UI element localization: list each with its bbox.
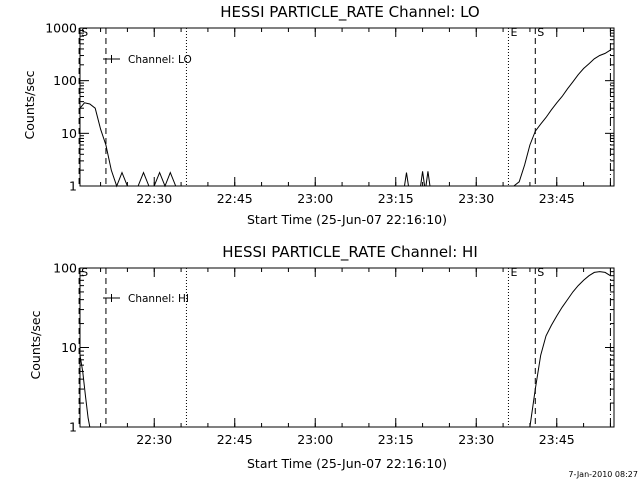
x-axis-label: Start Time (25-Jun-07 22:16:10) xyxy=(247,212,447,227)
event-marker-label: S xyxy=(537,26,544,39)
plot-frame xyxy=(79,27,615,187)
y-axis-label: Counts/sec xyxy=(28,310,43,379)
data-spike xyxy=(403,172,409,187)
panel-lo: HESSI PARTICLE_RATE Channel: LO Counts/s… xyxy=(22,3,615,227)
y-axis-label: Counts/sec xyxy=(22,70,37,139)
legend: Channel: HI xyxy=(103,293,189,305)
event-marker-label: S xyxy=(81,26,88,39)
x-tick-label: 23:00 xyxy=(297,191,333,206)
x-tick-label: 23:30 xyxy=(458,191,494,206)
event-marker-label: E xyxy=(510,26,517,39)
event-marker-label: E xyxy=(510,266,517,279)
x-tick-label: 23:15 xyxy=(378,191,414,206)
chart-title: HESSI PARTICLE_RATE Channel: LO xyxy=(220,3,479,22)
panel-hi: HESSI PARTICLE_RATE Channel: HI Counts/s… xyxy=(28,243,615,471)
svg-text:Counts/sec: Counts/sec xyxy=(22,70,37,139)
x-tick-label: 23:30 xyxy=(458,432,494,447)
y-tick-label: 100 xyxy=(53,261,77,276)
plot-frame xyxy=(79,267,615,428)
x-tick-label: 22:30 xyxy=(136,432,172,447)
legend: Channel: LO xyxy=(103,54,192,66)
x-tick-label: 22:45 xyxy=(217,191,253,206)
y-tick-label: 1 xyxy=(69,179,77,194)
event-marker-label: S xyxy=(537,266,544,279)
data-spike xyxy=(425,171,431,187)
data-series-line xyxy=(79,49,611,188)
y-tick-label: 1 xyxy=(69,420,77,435)
data-spike xyxy=(420,171,426,187)
x-axis-label: Start Time (25-Jun-07 22:16:10) xyxy=(247,456,447,471)
footer-timestamp: 7-Jan-2010 08:27 xyxy=(568,470,638,479)
svg-text:Counts/sec: Counts/sec xyxy=(28,310,43,379)
data-series-line xyxy=(79,271,611,428)
chart-title: HESSI PARTICLE_RATE Channel: HI xyxy=(222,243,478,262)
y-tick-label: 1000 xyxy=(45,21,77,36)
y-tick-label: 100 xyxy=(53,73,77,88)
x-tick-label: 23:45 xyxy=(539,432,575,447)
y-tick-label: 10 xyxy=(61,340,77,355)
x-tick-label: 23:00 xyxy=(297,432,333,447)
x-tick-label: 22:45 xyxy=(217,432,253,447)
legend-text: Channel: HI xyxy=(128,293,189,305)
x-tick-label: 23:15 xyxy=(378,432,414,447)
legend-text: Channel: LO xyxy=(128,54,192,66)
y-tick-label: 10 xyxy=(61,126,77,141)
x-tick-label: 22:30 xyxy=(136,191,172,206)
event-marker-label: S xyxy=(81,266,88,279)
x-tick-label: 23:45 xyxy=(539,191,575,206)
